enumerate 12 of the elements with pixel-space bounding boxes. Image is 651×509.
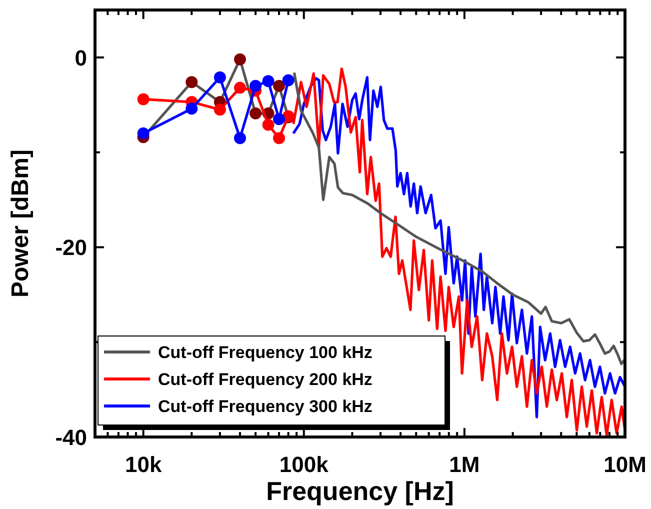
x-tick-label: 10k — [124, 452, 162, 477]
y-axis-title: Power [dBm] — [7, 149, 34, 298]
x-tick-label: 100k — [279, 452, 330, 477]
x-axis-title: Frequency [Hz] — [266, 476, 454, 506]
legend-label: Cut-off Frequency 200 kHz — [158, 370, 372, 389]
legend-label: Cut-off Frequency 300 kHz — [158, 397, 372, 416]
y-tick-label: -20 — [55, 235, 87, 260]
x-tick-label: 10M — [604, 452, 646, 477]
y-tick-label: -40 — [55, 425, 87, 450]
x-tick-label: 1M — [449, 452, 480, 477]
y-tick-label: 0 — [74, 45, 87, 70]
legend-label: Cut-off Frequency 100 kHz — [158, 343, 372, 362]
